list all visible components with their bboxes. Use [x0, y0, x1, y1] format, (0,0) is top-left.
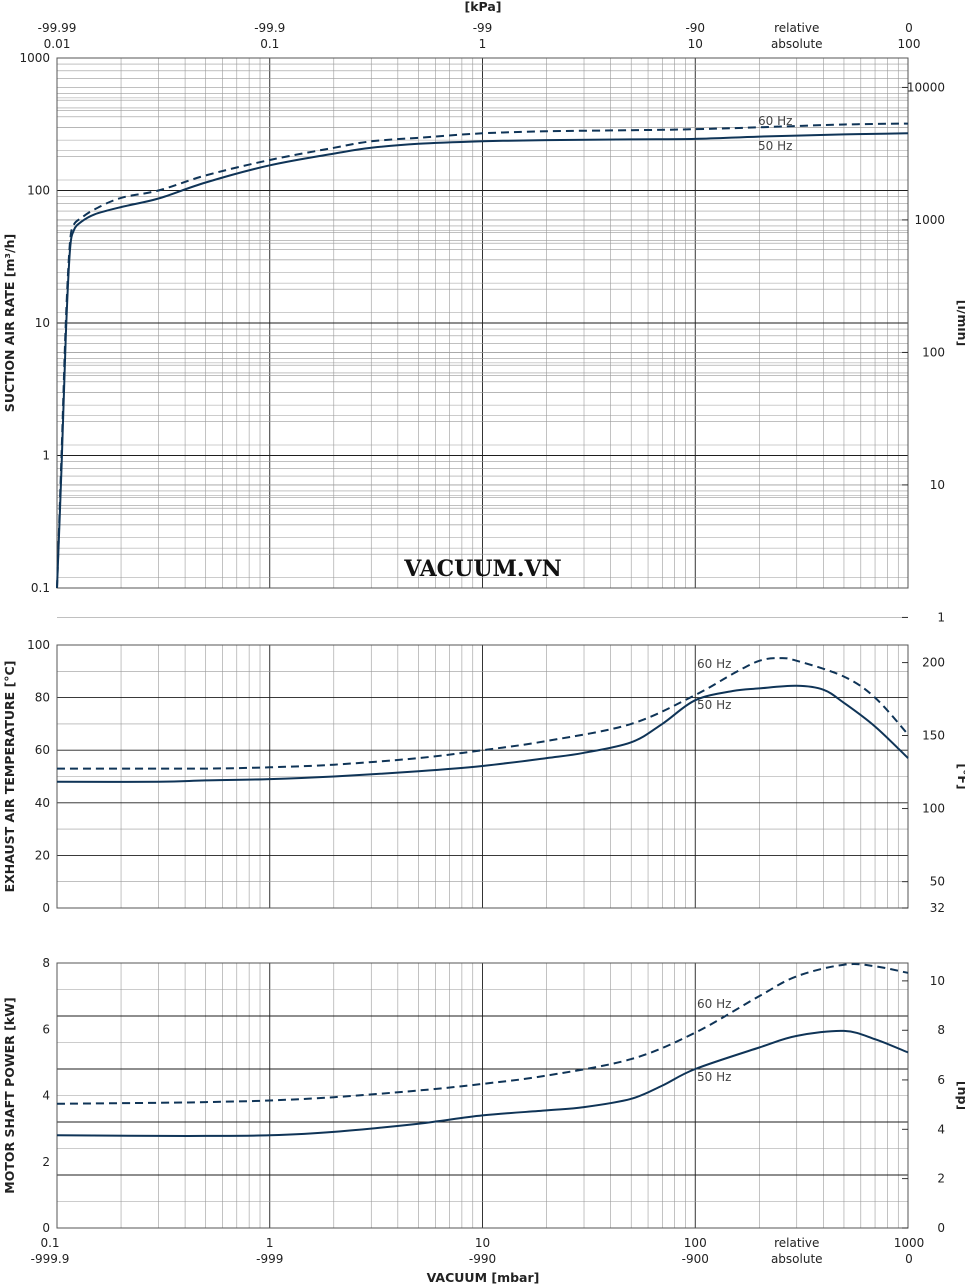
- y2-tick-label: 32: [930, 901, 945, 915]
- y2-tick-label: 200: [922, 656, 945, 670]
- top-tick-absolute: 1: [479, 37, 487, 51]
- y2-tick-label: 10: [930, 478, 945, 492]
- bottom-tick-relative: -999: [256, 1252, 283, 1266]
- y2-tick-label: 50: [930, 875, 945, 889]
- y-axis-label: EXHAUST AIR TEMPERATURE [°C]: [2, 661, 17, 893]
- top-tick-relative: -90: [685, 21, 705, 35]
- y-tick-label: 20: [35, 848, 50, 862]
- y2-tick-label: 100: [922, 345, 945, 359]
- bottom-tick-absolute: 1: [266, 1236, 274, 1250]
- y2-tick-label: 10000: [907, 80, 945, 94]
- y2-tick-label: 0: [937, 1221, 945, 1235]
- y-tick-label: 80: [35, 691, 50, 705]
- top-tick-absolute: absolute: [771, 37, 823, 51]
- y2-tick-label: 10: [930, 974, 945, 988]
- bottom-tick-absolute: 10: [475, 1236, 490, 1250]
- series-label: 60 Hz: [697, 657, 731, 671]
- panel-frame: [56, 57, 909, 589]
- y-tick-label: 2: [42, 1155, 50, 1169]
- top-tick-relative: 0: [905, 21, 913, 35]
- panel-frame: [56, 644, 909, 909]
- y2-tick-label: 1: [937, 610, 945, 624]
- top-tick-absolute: 0.01: [44, 37, 71, 51]
- y2-axis-label: [hp]: [955, 1081, 965, 1110]
- bottom-tick-relative: -900: [682, 1252, 709, 1266]
- y2-tick-label: 2: [937, 1172, 945, 1186]
- y-tick-label: 1000: [19, 51, 50, 65]
- top-tick-relative: relative: [774, 21, 819, 35]
- y-axis-label: SUCTION AIR RATE [m³/h]: [2, 234, 17, 412]
- top-tick-absolute: 0.1: [260, 37, 279, 51]
- bottom-tick-absolute: 1000: [894, 1236, 925, 1250]
- y-tick-label: 100: [27, 184, 50, 198]
- y-tick-label: 0.1: [31, 581, 50, 595]
- top-tick-absolute: 10: [688, 37, 703, 51]
- top-tick-relative: -99: [473, 21, 493, 35]
- top-tick-absolute: 100: [898, 37, 921, 51]
- y2-axis-label: [°F]: [955, 763, 965, 789]
- bottom-tick-relative: absolute: [771, 1252, 823, 1266]
- grid-layer: [56, 57, 909, 1229]
- watermark-text: VACUUM.VN: [403, 556, 562, 582]
- y-tick-label: 4: [42, 1089, 50, 1103]
- top-axis-label: [kPa]: [465, 0, 502, 14]
- panel-frame: [56, 962, 909, 1229]
- y2-tick-label: 6: [937, 1073, 945, 1087]
- series-label: 50 Hz: [697, 1070, 731, 1084]
- series-label: 50 Hz: [697, 698, 731, 712]
- series-label: 60 Hz: [758, 114, 792, 128]
- top-tick-relative: -99.9: [254, 21, 285, 35]
- y-tick-label: 8: [42, 956, 50, 970]
- bottom-tick-relative: 0: [905, 1252, 913, 1266]
- series-line-60hz: [56, 963, 909, 1105]
- bottom-tick-absolute: 0.1: [40, 1236, 59, 1250]
- y-tick-label: 100: [27, 638, 50, 652]
- y-tick-label: 0: [42, 901, 50, 915]
- bottom-tick-absolute: 100: [684, 1236, 707, 1250]
- y-tick-label: 1: [42, 449, 50, 463]
- y2-tick-label: 150: [922, 728, 945, 742]
- y-tick-label: 6: [42, 1022, 50, 1036]
- y2-axis-label: [l/min]: [955, 300, 965, 346]
- top-tick-relative: -99.99: [38, 21, 77, 35]
- y2-tick-label: 4: [937, 1122, 945, 1136]
- y-tick-label: 0: [42, 1221, 50, 1235]
- series-line-60hz: [56, 122, 909, 589]
- bottom-tick-absolute: relative: [774, 1236, 819, 1250]
- y-tick-label: 40: [35, 796, 50, 810]
- series-line-60hz: [56, 657, 909, 770]
- series-line-50hz: [56, 132, 909, 589]
- bottom-tick-relative: -990: [469, 1252, 496, 1266]
- x-axis-label: VACUUM [mbar]: [427, 1270, 540, 1285]
- curve-layer: [56, 122, 909, 1137]
- bottom-tick-relative: -999.9: [31, 1252, 70, 1266]
- y-tick-label: 10: [35, 316, 50, 330]
- y2-tick-label: 1000: [914, 213, 945, 227]
- y-axis-label: MOTOR SHAFT POWER [kW]: [2, 997, 17, 1193]
- series-label: 50 Hz: [758, 139, 792, 153]
- series-line-50hz: [56, 684, 909, 783]
- series-label: 60 Hz: [697, 997, 731, 1011]
- y2-tick-label: 8: [937, 1023, 945, 1037]
- y2-tick-label: 100: [922, 802, 945, 816]
- series-line-50hz: [56, 1029, 909, 1137]
- y-tick-label: 60: [35, 743, 50, 757]
